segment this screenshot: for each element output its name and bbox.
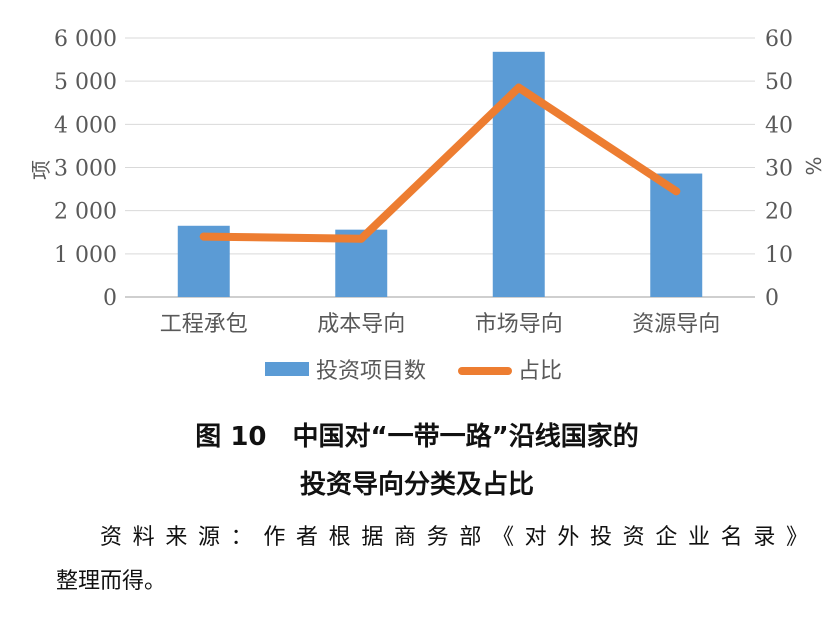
left-tick-label: 3 000 [54, 157, 117, 182]
category-label: 市场导向 [475, 312, 563, 337]
right-tick-label: 50 [765, 70, 793, 95]
gridlines [125, 37, 755, 298]
legend: 投资项目数 占比 [265, 359, 562, 384]
line-series-path [199, 83, 681, 243]
right-tick-label: 30 [765, 157, 793, 182]
figure-caption-line2: 投资导向分类及占比 [299, 470, 534, 500]
left-tick-label: 6 000 [54, 27, 117, 52]
bar-series [177, 51, 703, 298]
category-label: 资源导向 [632, 312, 720, 337]
right-axis-ticks: 0 10 20 30 40 50 60 [765, 27, 793, 311]
right-tick-label: 0 [765, 286, 779, 311]
x-axis-categories: 工程承包 成本导向 市场导向 资源导向 [160, 312, 721, 337]
left-tick-label: 0 [103, 286, 117, 311]
chart: 0 1 000 2 000 3 000 4 000 5 000 6 000 0 10 20 30 4… [29, 27, 825, 384]
left-tick-label: 1 000 [54, 243, 117, 268]
line-point [514, 83, 523, 92]
right-tick-label: 60 [765, 27, 793, 52]
right-axis-title: % [801, 156, 825, 175]
line-point [672, 187, 681, 196]
line-point [199, 232, 208, 241]
source-note-line2: 整理而得。 [56, 569, 167, 594]
legend-bar-label: 投资项目数 [316, 359, 426, 384]
source-note-line1: 资料来源：作者根据商务部《对外投资企业名录》 [100, 525, 808, 550]
figure-caption-line1: 图 10 中国对“一带一路”沿线国家的 [195, 422, 639, 452]
line-series [199, 83, 681, 243]
legend-line-label: 占比 [518, 359, 562, 384]
legend-bar-swatch [265, 362, 309, 376]
left-axis-title: 项 [29, 160, 53, 180]
left-tick-label: 4 000 [54, 113, 117, 138]
left-tick-label: 5 000 [54, 70, 117, 95]
right-tick-label: 10 [765, 243, 793, 268]
left-axis-ticks: 0 1 000 2 000 3 000 4 000 5 000 6 000 [54, 27, 117, 311]
right-tick-label: 40 [765, 113, 793, 138]
line-point [357, 234, 366, 243]
right-tick-label: 20 [765, 200, 793, 225]
left-tick-label: 2 000 [54, 200, 117, 225]
category-label: 成本导向 [317, 312, 405, 337]
category-label: 工程承包 [160, 312, 248, 337]
